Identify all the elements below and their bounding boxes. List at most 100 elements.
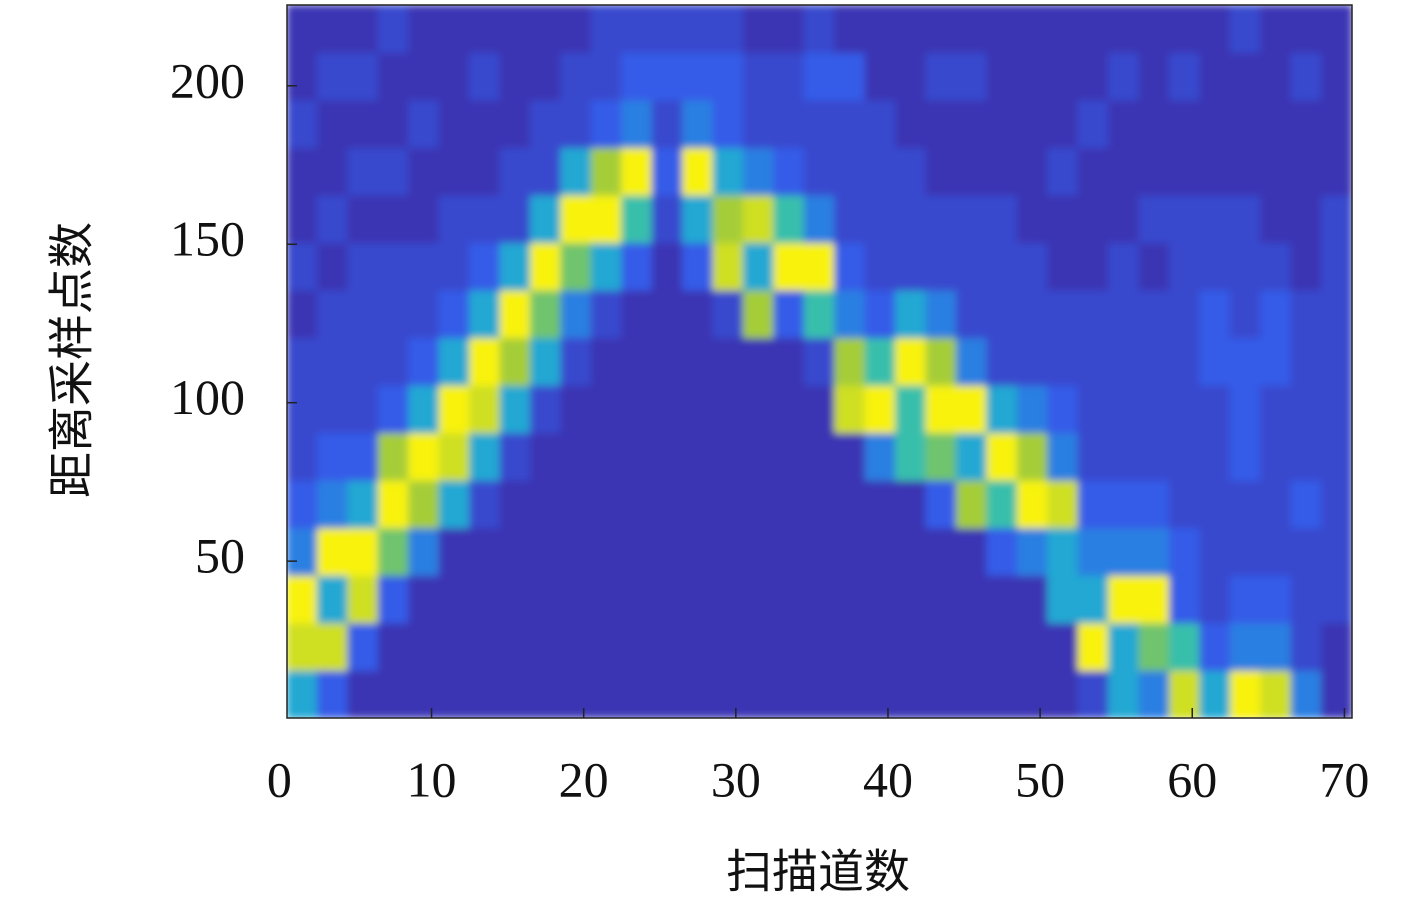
heatmap-cell: [803, 194, 836, 244]
heatmap-cell: [287, 242, 318, 291]
heatmap-cell: [834, 432, 866, 481]
heatmap-cell: [712, 5, 744, 54]
heatmap-cell: [1108, 479, 1140, 529]
heatmap-cell: [1260, 337, 1292, 386]
heatmap-cell: [1047, 622, 1079, 671]
heatmap-cell: [560, 622, 592, 671]
heatmap-cell: [1321, 574, 1352, 624]
heatmap-cell: [347, 622, 379, 671]
heatmap-cell: [1290, 527, 1323, 576]
heatmap-cell: [1047, 337, 1079, 386]
heatmap-cell: [590, 669, 623, 718]
heatmap-cell: [469, 384, 501, 434]
heatmap-cell: [834, 527, 866, 576]
heatmap-cell: [925, 99, 957, 149]
heatmap-cell: [621, 622, 653, 671]
heatmap-cell: [408, 242, 440, 291]
heatmap-cell: [773, 99, 805, 149]
heatmap-cell: [773, 5, 805, 54]
heatmap-cell: [1077, 289, 1110, 339]
heatmap-cell: [742, 147, 775, 196]
heatmap-cell: [529, 432, 562, 481]
heatmap-cell: [803, 479, 836, 529]
heatmap-cell: [1108, 147, 1140, 196]
heatmap-cell: [1229, 669, 1262, 718]
heatmap-cell: [377, 337, 410, 386]
heatmap-cell: [1290, 147, 1323, 196]
heatmap-cell: [742, 5, 775, 54]
heatmap-cell: [1290, 337, 1323, 386]
heatmap-cell: [1138, 242, 1170, 291]
heatmap-cell: [1229, 289, 1262, 339]
heatmap-cell: [925, 622, 957, 671]
heatmap-cell: [499, 669, 531, 718]
heatmap-cell: [803, 5, 836, 54]
heatmap-cell: [1260, 622, 1292, 671]
heatmap-cell: [347, 432, 379, 481]
heatmap-cell: [682, 289, 714, 339]
heatmap-cell: [742, 527, 775, 576]
heatmap-cell: [438, 479, 471, 529]
heatmap-cell: [1199, 99, 1231, 149]
heatmap-cell: [499, 242, 531, 291]
heatmap-cell: [955, 479, 988, 529]
heatmap-cell: [377, 242, 410, 291]
y-tick-label: 150: [170, 211, 245, 267]
heatmap-cell: [986, 574, 1018, 624]
heatmap-cell: [1077, 194, 1110, 244]
heatmap-cell: [864, 289, 897, 339]
heatmap-cell: [925, 194, 957, 244]
heatmap: [287, 5, 1352, 718]
heatmap-cell: [499, 432, 531, 481]
heatmap-cell: [895, 337, 927, 386]
heatmap-cell: [1229, 527, 1262, 576]
heatmap-cell: [377, 289, 410, 339]
x-tick-label: 70: [1319, 751, 1369, 807]
heatmap-cell: [1047, 384, 1079, 434]
heatmap-cell: [803, 147, 836, 196]
heatmap-cell: [742, 337, 775, 386]
heatmap-cell: [834, 194, 866, 244]
heatmap-cell: [1016, 99, 1049, 149]
heatmap-cell: [1108, 52, 1140, 101]
heatmap-cell: [560, 147, 592, 196]
heatmap-cell: [316, 527, 349, 576]
heatmap-cell: [651, 242, 684, 291]
y-tick-label: 100: [170, 369, 245, 425]
heatmap-cell: [1016, 289, 1049, 339]
heatmap-cell: [773, 574, 805, 624]
heatmap-cell: [408, 5, 440, 54]
heatmap-cell: [834, 337, 866, 386]
heatmap-cell: [1138, 574, 1170, 624]
heatmap-cell: [499, 194, 531, 244]
heatmap-cell: [712, 194, 744, 244]
x-tick-label: 50: [1015, 751, 1065, 807]
heatmap-cell: [560, 527, 592, 576]
heatmap-cell: [1108, 432, 1140, 481]
heatmap-cell: [925, 432, 957, 481]
heatmap-cell: [955, 5, 988, 54]
heatmap-cell: [651, 147, 684, 196]
heatmap-cell: [316, 289, 349, 339]
heatmap-cell: [287, 337, 318, 386]
heatmap-cell: [529, 384, 562, 434]
heatmap-cell: [1168, 479, 1201, 529]
heatmap-cell: [742, 384, 775, 434]
heatmap-cell: [925, 337, 957, 386]
x-axis-label: 扫描道数: [726, 845, 910, 899]
heatmap-cell: [1260, 432, 1292, 481]
heatmap-cell: [499, 289, 531, 339]
heatmap-cell: [864, 479, 897, 529]
heatmap-cell: [1199, 5, 1231, 54]
plot-frame: [286, 4, 1353, 719]
y-tick-label: 200: [170, 52, 245, 108]
heatmap-cell: [560, 194, 592, 244]
heatmap-cell: [1077, 479, 1110, 529]
heatmap-cell: [347, 479, 379, 529]
heatmap-cell: [864, 194, 897, 244]
heatmap-cell: [590, 5, 623, 54]
heatmap-cell: [682, 669, 714, 718]
heatmap-cell: [682, 479, 714, 529]
heatmap-cell: [986, 669, 1018, 718]
heatmap-cell: [590, 527, 623, 576]
